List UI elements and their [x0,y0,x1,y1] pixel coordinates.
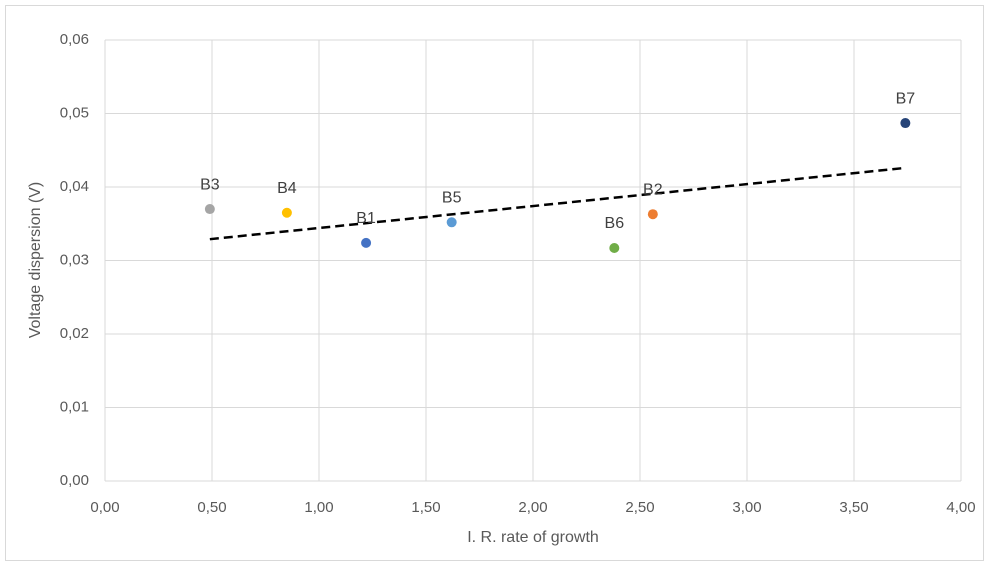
y-tick-label: 0,03 [60,251,89,268]
data-point [609,243,620,254]
data-point [647,209,658,220]
x-tick-label: 1,00 [304,499,333,516]
x-tick-label: 2,00 [518,499,547,516]
data-point [281,207,292,218]
x-tick-label: 0,00 [90,499,119,516]
data-point [361,237,372,248]
x-tick-label: 1,50 [411,499,440,516]
x-tick-label: 2,50 [625,499,654,516]
y-tick-label: 0,00 [60,472,89,489]
chart-border [5,5,984,561]
data-label: B2 [643,181,663,198]
y-tick-label: 0,05 [60,104,89,121]
x-tick-label: 0,50 [197,499,226,516]
y-tick-label: 0,04 [60,178,89,195]
data-label: B3 [200,176,220,193]
y-tick-label: 0,01 [60,398,89,415]
data-label: B7 [896,90,916,107]
y-tick-label: 0,06 [60,31,89,48]
data-label: B5 [442,189,462,206]
y-tick-label: 0,02 [60,325,89,342]
y-axis-title: Voltage dispersion (V) [27,182,44,339]
data-point [446,217,457,228]
x-axis-title: I. R. rate of growth [467,529,599,546]
data-point [900,118,911,129]
data-label: B1 [356,210,376,227]
data-label: B6 [605,215,625,232]
x-tick-label: 3,50 [839,499,868,516]
x-tick-label: 4,00 [946,499,975,516]
trendline [209,166,906,241]
x-tick-label: 3,00 [732,499,761,516]
data-label: B4 [277,180,297,197]
data-point [204,204,215,215]
